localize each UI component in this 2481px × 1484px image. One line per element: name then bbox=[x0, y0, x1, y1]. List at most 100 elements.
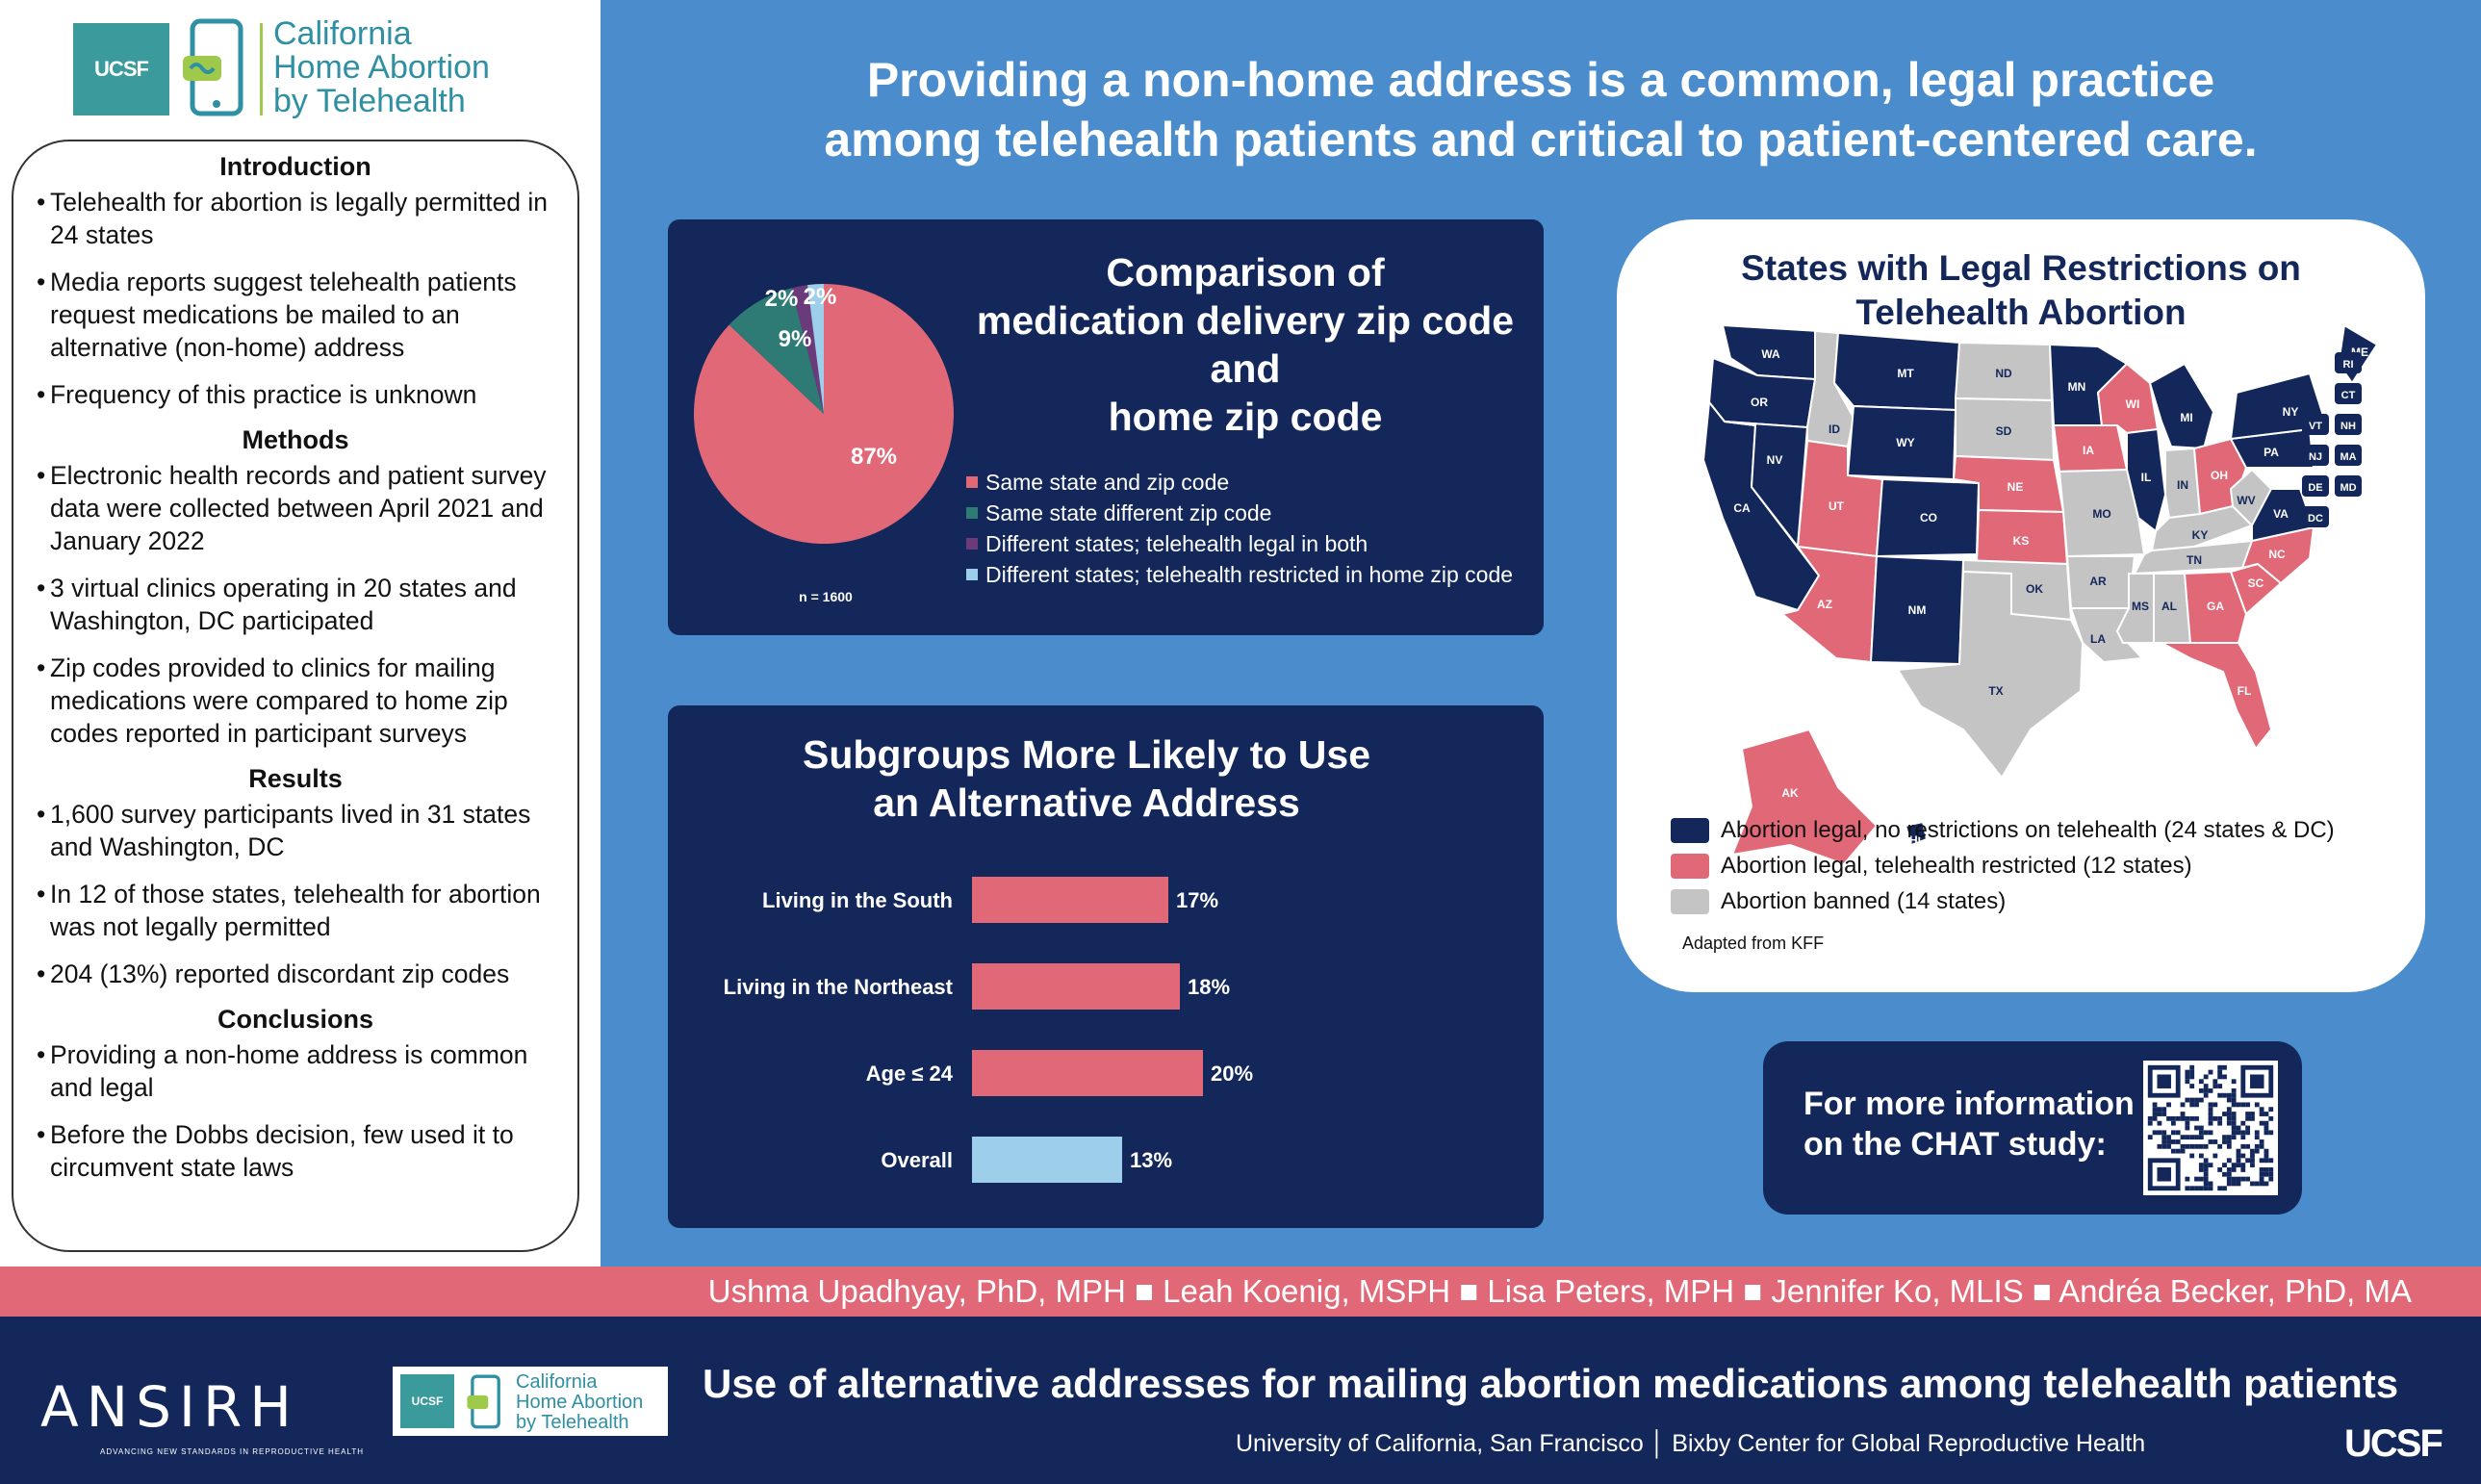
qr-module bbox=[2259, 1143, 2264, 1149]
qr-module bbox=[2161, 1107, 2167, 1113]
state-badge-label: DE bbox=[2308, 482, 2322, 494]
state-label: UT bbox=[1829, 499, 1845, 513]
qr-module bbox=[2185, 1074, 2190, 1080]
qr-module bbox=[2231, 1115, 2237, 1121]
qr-module bbox=[2226, 1139, 2232, 1144]
qr-line: For more information bbox=[1803, 1086, 2135, 1122]
qr-module bbox=[2180, 1112, 2186, 1116]
pie-chart: 87% 9% 2% 2% n = 1600 bbox=[694, 284, 954, 604]
qr-module bbox=[2240, 1135, 2246, 1140]
section-title: Results bbox=[248, 764, 343, 793]
state-shape bbox=[2229, 468, 2273, 527]
qr-module bbox=[2236, 1102, 2241, 1108]
legend-label: Abortion banned (14 states) bbox=[1721, 887, 2007, 914]
state-label: AZ bbox=[1817, 598, 1832, 611]
qr-module bbox=[2208, 1181, 2213, 1187]
qr-module bbox=[2217, 1143, 2223, 1149]
qr-module bbox=[2194, 1125, 2199, 1131]
ansirh-tagline: ADVANCING NEW STANDARDS IN REPRODUCTIVE … bbox=[100, 1447, 365, 1456]
qr-module bbox=[2170, 1139, 2176, 1144]
state-label: CA bbox=[1733, 501, 1751, 515]
bar-value-label: 13% bbox=[1130, 1148, 1172, 1172]
qr-module bbox=[2161, 1135, 2167, 1140]
qr-module bbox=[2208, 1107, 2213, 1113]
qr-module bbox=[2175, 1148, 2181, 1154]
qr-module bbox=[2185, 1069, 2190, 1075]
state-badge bbox=[2335, 475, 2362, 497]
qr-module bbox=[2189, 1069, 2195, 1075]
qr-module bbox=[2245, 1112, 2251, 1116]
qr-module bbox=[2250, 1112, 2255, 1116]
state-label: KY bbox=[2192, 528, 2209, 542]
section-methods: Methods Electronic health records and pa… bbox=[12, 425, 579, 750]
qr-module bbox=[2189, 1135, 2195, 1140]
state-label: IA bbox=[2083, 444, 2094, 457]
bar bbox=[972, 877, 1168, 923]
state-label: HI bbox=[1909, 833, 1921, 847]
qr-module bbox=[2185, 1143, 2190, 1149]
bullet: 204 (13%) reported discordant zip codes bbox=[12, 958, 579, 990]
qr-module bbox=[2157, 1107, 2162, 1113]
qr-module bbox=[2194, 1097, 2199, 1103]
qr-module bbox=[2264, 1130, 2269, 1136]
qr-module bbox=[2268, 1107, 2274, 1113]
state-badge-label: CT bbox=[2341, 390, 2356, 401]
qr-module bbox=[2264, 1171, 2269, 1177]
ansirh-logo: ANSIRH bbox=[40, 1374, 299, 1440]
qr-finder-core bbox=[2157, 1074, 2171, 1088]
state-label: MO bbox=[2092, 507, 2110, 521]
qr-module bbox=[2240, 1163, 2246, 1168]
qr-module bbox=[2198, 1125, 2204, 1131]
legend-label: Abortion legal, telehealth restricted (1… bbox=[1721, 852, 2192, 879]
state-badge-label: MA bbox=[2340, 451, 2356, 463]
qr-module bbox=[2268, 1171, 2274, 1177]
qr-module bbox=[2152, 1112, 2158, 1116]
qr-module bbox=[2236, 1163, 2241, 1168]
qr-module bbox=[2208, 1102, 2213, 1108]
bar-chart: Living in the South 17% Living in the Nort… bbox=[724, 877, 1253, 1183]
bullet: Electronic health records and patient su… bbox=[12, 459, 579, 557]
state-label: WI bbox=[2126, 397, 2140, 411]
qr-module bbox=[2226, 1112, 2232, 1116]
state-shape bbox=[2183, 570, 2248, 644]
pie-slice bbox=[729, 288, 824, 414]
qr-module bbox=[2194, 1143, 2199, 1149]
state-label: IL bbox=[2141, 471, 2152, 484]
qr-module bbox=[2185, 1186, 2190, 1191]
logo-name: California Home Abortion by Telehealth bbox=[273, 17, 490, 118]
qr-module bbox=[2203, 1181, 2209, 1187]
qr-code-icon[interactable] bbox=[2143, 1061, 2278, 1195]
state-label: OH bbox=[2211, 469, 2228, 482]
qr-module bbox=[2259, 1176, 2264, 1182]
qr-module bbox=[2203, 1158, 2209, 1164]
legend-swatch bbox=[1671, 888, 1709, 914]
qr-module bbox=[2203, 1087, 2209, 1093]
qr-panel[interactable]: For more information on the CHAT study: bbox=[1763, 1041, 2302, 1215]
qr-module bbox=[2189, 1097, 2195, 1103]
qr-module bbox=[2217, 1084, 2223, 1088]
qr-module bbox=[2226, 1176, 2232, 1182]
state-label: NC bbox=[2268, 548, 2286, 561]
qr-module bbox=[2161, 1130, 2167, 1136]
qr-module bbox=[2236, 1153, 2241, 1159]
state-badge bbox=[2335, 352, 2362, 373]
state-shape bbox=[2161, 642, 2273, 751]
qr-module bbox=[2250, 1163, 2255, 1168]
qr-module bbox=[2198, 1135, 2204, 1140]
qr-module bbox=[2194, 1135, 2199, 1140]
qr-module bbox=[2170, 1115, 2176, 1121]
qr-finder-core bbox=[2157, 1167, 2171, 1182]
qr-module bbox=[2259, 1171, 2264, 1177]
qr-module bbox=[2208, 1112, 2213, 1116]
legend-label: Same state different zip code bbox=[985, 499, 1272, 525]
pie-slice bbox=[791, 285, 824, 414]
bar bbox=[972, 1050, 1203, 1096]
qr-module bbox=[2240, 1143, 2246, 1149]
qr-module bbox=[2180, 1135, 2186, 1140]
state-label: AK bbox=[1781, 786, 1799, 800]
map-legend: Abortion legal, no restrictions on teleh… bbox=[1671, 812, 2335, 919]
qr-module bbox=[2245, 1143, 2251, 1149]
footer-logo-name: California Home Abortion by Telehealth bbox=[516, 1372, 643, 1433]
footer-institution: University of California, San Francisco … bbox=[1236, 1430, 2146, 1457]
abstract-content: Introduction Telehealth for abortion is … bbox=[12, 144, 579, 1198]
